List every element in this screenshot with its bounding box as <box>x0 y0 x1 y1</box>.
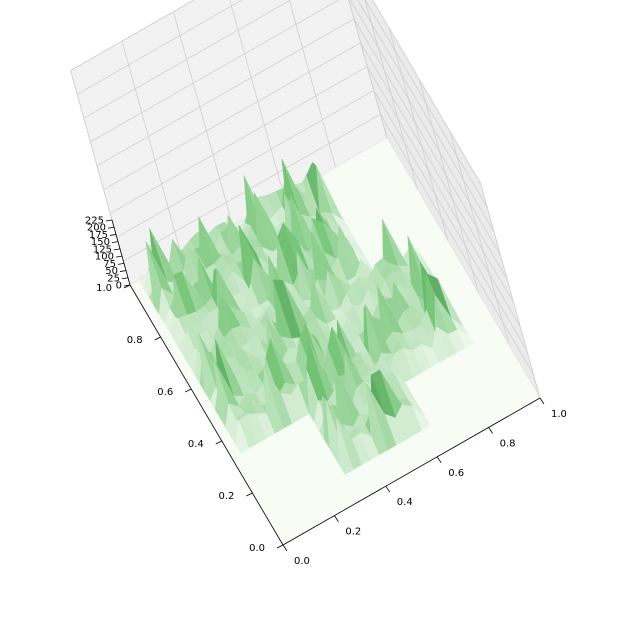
y-tick-label: 0.6 <box>157 387 173 398</box>
z-axis-line <box>111 219 131 286</box>
grid-line <box>110 65 521 327</box>
grid-line <box>103 42 514 303</box>
grid-line <box>90 0 501 256</box>
grid-line <box>388 27 449 243</box>
z-tick <box>119 270 127 272</box>
x-tick-label: 0.6 <box>448 468 464 479</box>
z-tick-label: 25 <box>107 273 120 284</box>
y-tick <box>246 492 253 497</box>
x-axis: 0.0 0.2 0.4 0.6 0.8 1.0 <box>282 397 567 567</box>
y-tick-label: 0.8 <box>127 335 143 346</box>
y-tick-label: 1.0 <box>96 283 112 294</box>
z-tick-label: 100 <box>95 252 114 263</box>
z-tick <box>123 284 131 287</box>
grid-line <box>364 0 418 191</box>
z-tick-label: 125 <box>93 244 112 255</box>
z-tick <box>121 277 129 280</box>
y-axis: 0.0 0.2 0.4 0.6 0.8 1.0 <box>96 283 284 554</box>
x-tick-label: 0.0 <box>294 556 310 567</box>
grid-line <box>96 18 508 280</box>
grid-line <box>480 183 541 399</box>
x-tick <box>385 485 391 493</box>
grid-line <box>449 131 510 347</box>
grid-line <box>173 11 234 227</box>
z-tick-label: 225 <box>85 216 104 227</box>
x-tick <box>539 397 545 405</box>
x-tick <box>282 544 288 552</box>
x-tick <box>488 427 493 434</box>
z-tick <box>107 226 115 229</box>
z-tick <box>113 248 121 251</box>
x-tick-label: 0.2 <box>345 527 361 538</box>
y-tick <box>276 544 284 549</box>
x-axis-line <box>282 397 541 546</box>
z-tick-label: 0 <box>116 281 122 292</box>
x-tick-label: 0.4 <box>397 497 413 508</box>
grid-line <box>229 0 285 197</box>
y-tick <box>185 388 192 393</box>
grid-line <box>348 0 388 139</box>
z-tick-label: 75 <box>103 259 116 270</box>
grid-line <box>419 79 480 295</box>
z-tick <box>109 234 117 236</box>
grid-line <box>83 0 495 232</box>
z-tick <box>117 262 125 265</box>
y-axis-line <box>129 284 284 546</box>
surface-mesh <box>129 137 541 546</box>
y-tick-label: 0.2 <box>218 491 234 502</box>
grid-line <box>77 0 488 208</box>
y-tick <box>215 440 222 445</box>
y-tick <box>154 336 161 341</box>
x-tick <box>436 456 442 464</box>
grid-line <box>121 40 182 256</box>
x-tick-label: 1.0 <box>551 409 567 420</box>
z-tick-label: 150 <box>91 237 110 248</box>
x-tick-label: 0.8 <box>500 438 516 449</box>
grid-line <box>288 0 336 168</box>
grid-line <box>70 0 481 184</box>
z-tick-label: 50 <box>105 266 118 277</box>
z-tick <box>105 219 113 222</box>
grid-line <box>123 113 534 375</box>
z-tick-label: 175 <box>89 230 108 241</box>
z-tick <box>111 241 119 244</box>
grid-line <box>116 89 528 351</box>
z-tick-label: 200 <box>87 223 106 234</box>
x-tick <box>334 515 339 522</box>
z-tick <box>115 255 123 258</box>
y-tick-label: 0.0 <box>249 543 265 554</box>
y-tick-label: 0.4 <box>188 439 204 450</box>
